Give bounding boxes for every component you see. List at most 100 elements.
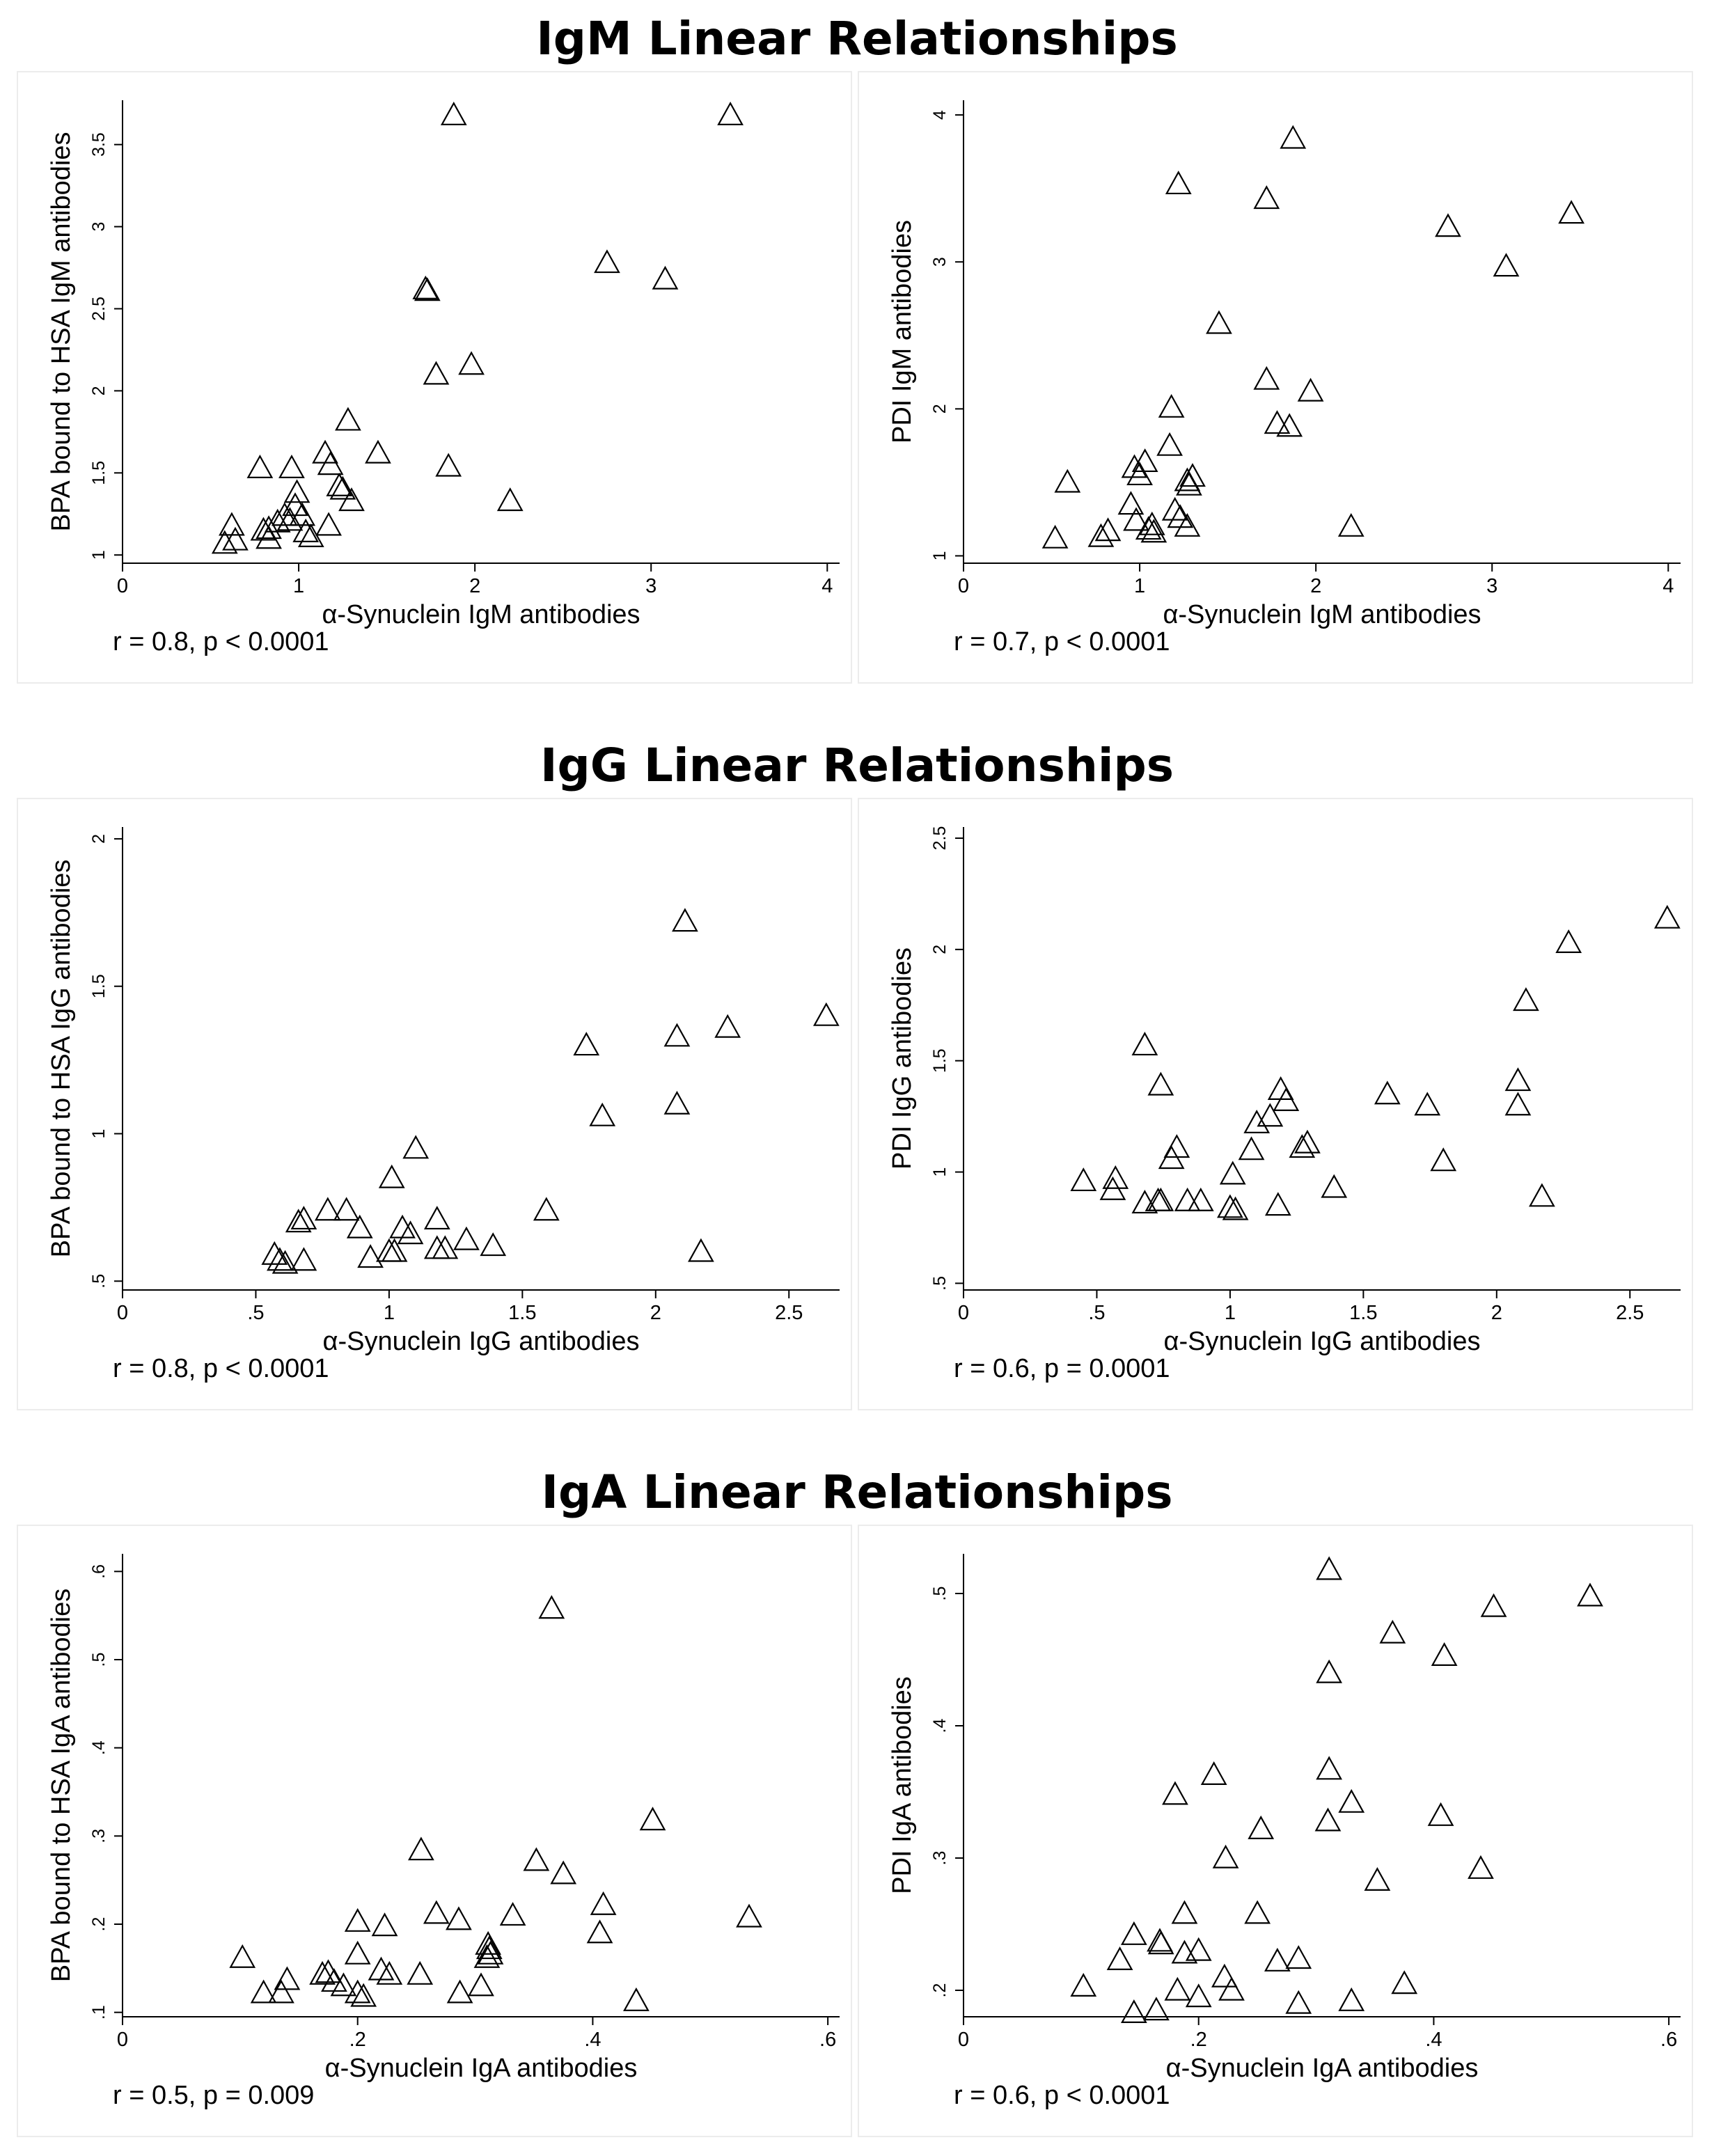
- data-point: [389, 1214, 416, 1238]
- y-tick-label: .1: [89, 2005, 109, 2020]
- y-tick-label: 2.5: [89, 297, 109, 321]
- data-point: [475, 1930, 502, 1955]
- data-point: [1285, 1945, 1312, 1969]
- data-point: [1217, 1194, 1243, 1218]
- y-tick-label: 1.5: [930, 1048, 950, 1073]
- data-point: [1163, 1134, 1190, 1158]
- data-point: [1147, 1930, 1174, 1955]
- data-point: [1294, 1129, 1321, 1154]
- data-point: [344, 1940, 371, 1965]
- correlation-stat: r = 0.5, p = 0.009: [113, 2081, 315, 2110]
- data-point: [1094, 517, 1122, 542]
- data-point: [317, 451, 344, 475]
- data-point: [1555, 929, 1582, 953]
- data-point: [1513, 987, 1539, 1012]
- data-point: [1337, 512, 1365, 537]
- data-point: [1120, 1999, 1147, 2024]
- data-point: [446, 1979, 473, 2004]
- data-point: [1123, 507, 1149, 531]
- x-tick-label: .2: [349, 2029, 366, 2051]
- data-point: [1164, 1976, 1191, 2001]
- data-point: [346, 1214, 373, 1238]
- data-point: [1218, 1976, 1245, 2001]
- data-point: [496, 487, 524, 512]
- x-tick-label: 2: [1310, 575, 1321, 597]
- data-point: [1147, 1071, 1174, 1096]
- data-point: [1248, 1815, 1275, 1839]
- data-point: [1140, 519, 1167, 543]
- data-point: [330, 1972, 357, 1997]
- chart-panel-igm-bpa: 1 1.5 2 2.5 3 3.5 0 1 2 3 4 α-Synuclein IgM antibod…: [17, 71, 852, 684]
- data-point: [573, 1032, 600, 1056]
- data-point: [335, 407, 361, 431]
- data-point: [1185, 1937, 1212, 1961]
- x-tick-label: .5: [247, 1302, 264, 1324]
- data-point: [338, 487, 365, 512]
- data-point: [350, 1983, 377, 2007]
- data-point: [1156, 432, 1183, 456]
- data-point: [1126, 462, 1153, 486]
- data-point: [523, 1847, 550, 1871]
- data-point: [1206, 310, 1232, 334]
- data-point: [652, 265, 679, 290]
- data-point: [1243, 1109, 1271, 1133]
- y-tick-label: .5: [930, 1587, 950, 1601]
- data-point: [589, 1102, 616, 1126]
- x-axis-title: α-Synuclein IgM antibodies: [1163, 600, 1481, 629]
- x-axis-title: α-Synuclein IgM antibodies: [322, 600, 640, 629]
- data-point: [1273, 1087, 1300, 1111]
- y-axis-title: BPA bound to HSA IgM antibodies: [47, 132, 76, 532]
- data-point: [1200, 1761, 1227, 1785]
- data-point: [586, 1919, 613, 1944]
- x-tick-label: 3: [645, 575, 656, 597]
- x-tick-label: 2: [1491, 1302, 1502, 1324]
- chart-panel-igg-pdi: .5 1 1.5 2 2.5 0 .5 1 1.5 2 2.5 α-Synuclein IgG ant…: [858, 798, 1693, 1410]
- data-point: [1264, 410, 1291, 434]
- data-point: [1135, 516, 1162, 540]
- data-point: [550, 1860, 577, 1884]
- data-point: [423, 361, 450, 385]
- data-point: [219, 512, 245, 536]
- y-tick-label: 2: [930, 945, 950, 954]
- data-point: [412, 275, 439, 299]
- data-point: [623, 1987, 650, 2011]
- y-tick-label: .5: [930, 1276, 950, 1291]
- data-point: [1054, 469, 1081, 493]
- data-point: [1468, 1855, 1494, 1879]
- correlation-stat: r = 0.8, p < 0.0001: [113, 627, 329, 656]
- data-point: [446, 1906, 472, 1930]
- x-tick-label: 1.5: [1349, 1302, 1377, 1324]
- x-tick-label: 1.5: [508, 1302, 536, 1324]
- data-point: [1267, 1076, 1294, 1100]
- data-point: [1316, 1556, 1343, 1580]
- data-point: [663, 1023, 691, 1047]
- data-point: [246, 454, 274, 478]
- data-point: [717, 101, 744, 125]
- data-point: [1280, 125, 1307, 149]
- scatter-chart: .5 1 1.5 2 0 .5 1 1.5 2 2.5 α-Synuclein IgG antibo…: [47, 827, 840, 1356]
- data-point: [297, 524, 324, 547]
- data-point: [533, 1197, 560, 1221]
- correlation-stat: r = 0.7, p < 0.0001: [954, 627, 1170, 656]
- data-point: [1289, 1134, 1316, 1158]
- data-point: [435, 453, 462, 477]
- data-point: [378, 1164, 405, 1188]
- y-tick-label: .2: [930, 1983, 950, 1998]
- data-point: [1106, 1946, 1133, 1971]
- x-tick-label: 2: [650, 1302, 661, 1324]
- y-tick-label: 3: [930, 257, 950, 267]
- data-point: [1338, 1788, 1365, 1813]
- data-point: [1427, 1802, 1454, 1826]
- data-point: [255, 525, 282, 549]
- y-tick-label: 2: [89, 834, 109, 844]
- data-point: [1435, 213, 1461, 237]
- chart-panel-igm-pdi: 1 2 3 4 0 1 2 3 4 α-Synuclein IgM antibodies PDI I…: [858, 71, 1693, 684]
- data-point: [1117, 491, 1145, 515]
- data-point: [432, 1235, 459, 1259]
- data-point: [1430, 1147, 1457, 1172]
- data-point: [1558, 200, 1585, 224]
- data-point: [211, 530, 238, 554]
- correlation-stat: r = 0.6, p < 0.0001: [954, 2081, 1170, 2110]
- correlation-stat: r = 0.8, p < 0.0001: [113, 1354, 329, 1383]
- data-point: [1187, 1187, 1214, 1211]
